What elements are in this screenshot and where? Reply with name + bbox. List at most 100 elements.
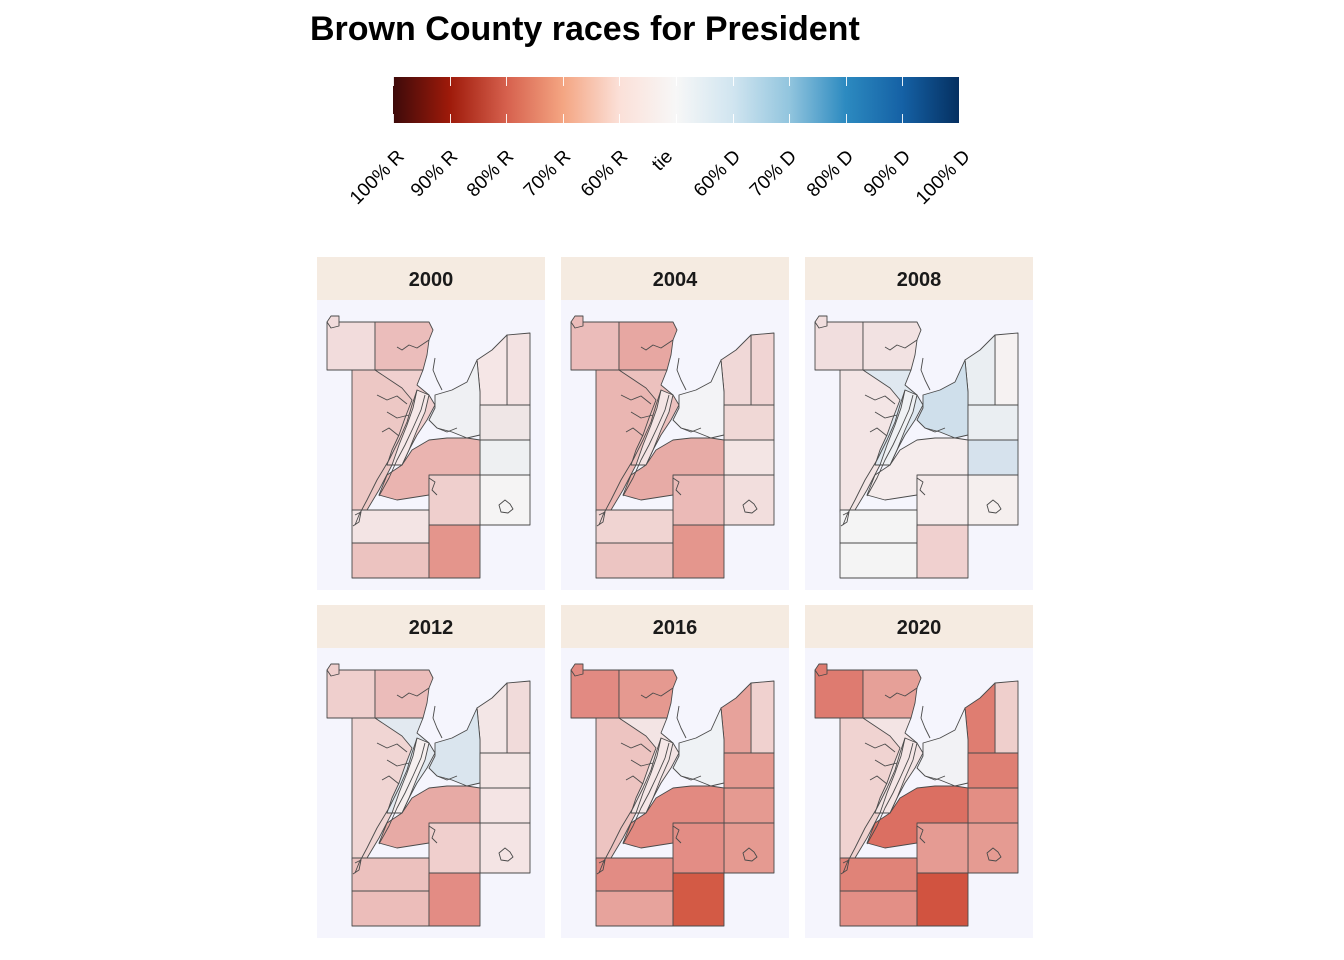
legend-tick (619, 114, 621, 123)
nw-notch (814, 315, 828, 329)
county-map (570, 663, 775, 927)
region-riv (879, 737, 918, 814)
boundary-line (640, 339, 674, 351)
boundary-line (840, 859, 850, 875)
nw-notch (570, 315, 584, 329)
panel-2016: 2016 (561, 605, 789, 938)
region-e2 (967, 787, 1019, 824)
boundary-line (352, 511, 362, 527)
panel-year-label: 2004 (561, 257, 789, 300)
region-e2 (479, 787, 531, 824)
region-n (862, 321, 922, 371)
region-ne2 (720, 682, 752, 754)
boundary-line (598, 389, 662, 526)
boundary-line (428, 477, 438, 496)
region-e1 (967, 404, 1019, 441)
region-swn (595, 509, 674, 544)
boundary-line (428, 825, 438, 844)
panel-2012: 2012 (317, 605, 545, 938)
region-se (672, 524, 725, 579)
region-ne_strip (750, 332, 775, 406)
boundary-line (842, 389, 906, 526)
region-riv (635, 737, 674, 814)
boundary-line (625, 427, 644, 437)
county-map (814, 315, 1019, 579)
legend-tick-label: 60% D (689, 146, 745, 202)
county-map (814, 663, 1019, 927)
boundary-line (396, 339, 430, 351)
boundary-line (596, 511, 606, 527)
enclave (498, 847, 514, 862)
legend-tick (393, 77, 394, 86)
boundary-line (680, 427, 702, 433)
legend-tick (959, 114, 960, 123)
boundary-line (920, 357, 931, 391)
legend-tick-label: 90% D (859, 146, 915, 202)
region-c (916, 359, 969, 439)
boundary-line (884, 339, 918, 351)
panel-2008: 2008 (805, 257, 1033, 590)
boundary-line (620, 742, 652, 753)
region-e2 (967, 439, 1019, 476)
boundary-line (432, 357, 443, 391)
legend-tick (732, 114, 734, 123)
panel-2000: 2000 (317, 257, 545, 590)
legend-tick (393, 114, 394, 123)
region-swn (351, 857, 430, 892)
region-nw (814, 669, 864, 719)
boundary-line (354, 389, 418, 526)
boundary-line (386, 411, 410, 419)
legend-tick (676, 77, 677, 86)
region-c (672, 707, 725, 787)
region-n (862, 669, 922, 719)
boundary-line (354, 737, 418, 874)
legend-tick (562, 114, 564, 123)
boundary-line (680, 775, 702, 781)
boundary-line (866, 394, 914, 497)
region-sw (595, 542, 674, 579)
county-map (326, 315, 531, 579)
region-cse (672, 822, 725, 874)
boundary-line (622, 742, 670, 845)
boundary-line (381, 775, 400, 785)
legend-tick-label: 100% D (911, 146, 975, 209)
boundary-line (924, 775, 946, 781)
region-e2 (479, 439, 531, 476)
boundary-line (676, 705, 687, 739)
region-se (916, 872, 969, 927)
region-n (374, 669, 434, 719)
boundary-line (916, 825, 926, 844)
panel-year-label: 2020 (805, 605, 1033, 648)
boundary-line (864, 742, 896, 753)
region-n (374, 321, 434, 371)
boundary-line (620, 394, 652, 405)
region-c (916, 707, 969, 787)
region-se (428, 872, 481, 927)
panel-year-label: 2000 (317, 257, 545, 300)
boundary-line (672, 825, 682, 844)
legend-tick (676, 114, 677, 123)
region-nw (570, 669, 620, 719)
region-riv (879, 389, 918, 466)
region-e1 (967, 752, 1019, 789)
region-c (672, 359, 725, 439)
region-ne_strip (506, 680, 531, 754)
boundary-line (672, 477, 682, 496)
region-swn (839, 857, 918, 892)
region-sw (351, 542, 430, 579)
legend-tick (506, 77, 508, 86)
boundary-line (432, 705, 443, 739)
boundary-line (378, 394, 426, 497)
region-e1 (479, 752, 531, 789)
boundary-line (874, 411, 898, 419)
boundary-line (598, 737, 662, 874)
boundary-line (378, 742, 426, 845)
region-cse (916, 822, 969, 874)
panel-2004: 2004 (561, 257, 789, 590)
region-n (618, 669, 678, 719)
region-e2 (723, 439, 775, 476)
boundary-line (866, 742, 914, 845)
nw-notch (326, 663, 340, 677)
panel-year-label: 2016 (561, 605, 789, 648)
boundary-line (920, 705, 931, 739)
